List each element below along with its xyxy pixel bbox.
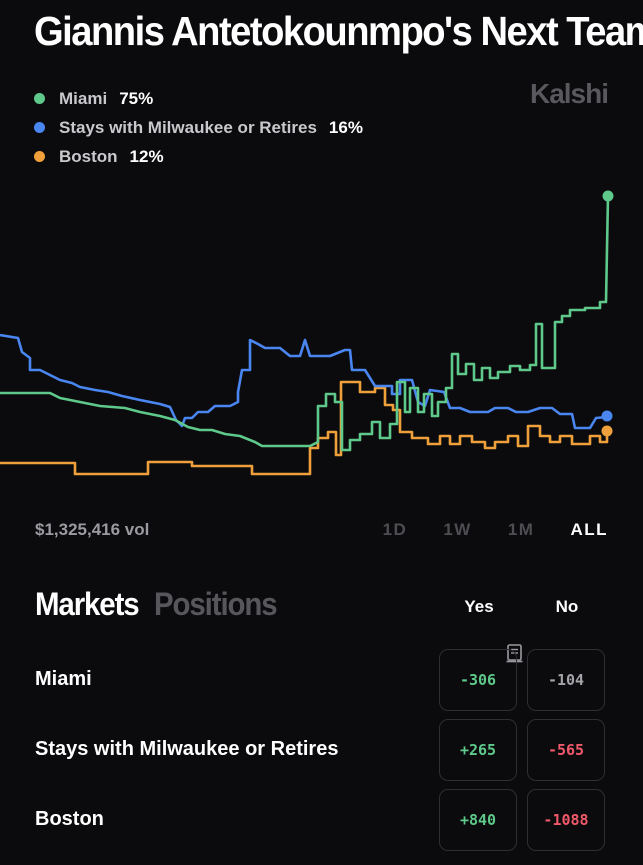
series-end-dot-miami bbox=[602, 190, 614, 202]
price-chart bbox=[0, 190, 614, 476]
no-price-button[interactable]: -565 bbox=[527, 719, 605, 781]
market-name-miami: Miami bbox=[35, 668, 92, 690]
legend-item-milwaukee: Stays with Milwaukee or Retires 16% bbox=[34, 113, 363, 142]
range-1w-button[interactable]: 1W bbox=[443, 520, 472, 539]
legend-pct: 16% bbox=[328, 117, 363, 137]
legend-pct: 75% bbox=[119, 88, 154, 108]
range-1d-button[interactable]: 1D bbox=[382, 520, 408, 539]
legend-name: Miami bbox=[59, 88, 108, 108]
legend-name: Stays with Milwaukee or Retires bbox=[59, 117, 317, 137]
kalshi-logo: Kalshi bbox=[529, 78, 609, 109]
series-line-boston bbox=[0, 380, 609, 476]
yes-price-button[interactable]: -306 bbox=[439, 649, 517, 711]
tab-markets[interactable]: Markets bbox=[35, 586, 140, 622]
yes-price-button[interactable]: +265 bbox=[439, 719, 517, 781]
time-range-selector: 1D 1W 1M ALL bbox=[347, 520, 608, 540]
chart-legend: Miami 75% Stays with Milwaukee or Retire… bbox=[34, 84, 363, 171]
legend-pct: 12% bbox=[129, 146, 164, 166]
volume-label: $1,325,416 vol bbox=[35, 520, 150, 539]
legend-item-miami: Miami 75% bbox=[34, 84, 363, 113]
no-column-header: No bbox=[555, 597, 579, 616]
yes-price-button[interactable]: +840 bbox=[439, 789, 517, 851]
series-end-dot-boston bbox=[601, 425, 613, 437]
yes-column-header: Yes bbox=[464, 597, 494, 616]
legend-dot-icon bbox=[34, 151, 45, 162]
legend-dot-icon bbox=[34, 93, 45, 104]
market-name-milwaukee: Stays with Milwaukee or Retires bbox=[35, 738, 339, 760]
tab-positions[interactable]: Positions bbox=[153, 586, 278, 622]
legend-item-boston: Boston 12% bbox=[34, 142, 363, 171]
no-price-button[interactable]: -104 bbox=[527, 649, 605, 711]
no-price-button[interactable]: -1088 bbox=[527, 789, 605, 851]
series-line-milwaukee bbox=[0, 333, 608, 430]
range-1m-button[interactable]: 1M bbox=[507, 520, 535, 539]
legend-name: Boston bbox=[59, 146, 118, 166]
range-all-button[interactable]: ALL bbox=[570, 520, 608, 539]
page-title: Giannis Antetokounmpo's Next Team bbox=[34, 8, 643, 54]
series-end-dot-milwaukee bbox=[601, 410, 613, 422]
market-tabs: Markets Positions bbox=[35, 586, 287, 623]
legend-dot-icon bbox=[34, 122, 45, 133]
series-line-miami bbox=[0, 195, 610, 452]
market-name-boston: Boston bbox=[35, 808, 104, 830]
